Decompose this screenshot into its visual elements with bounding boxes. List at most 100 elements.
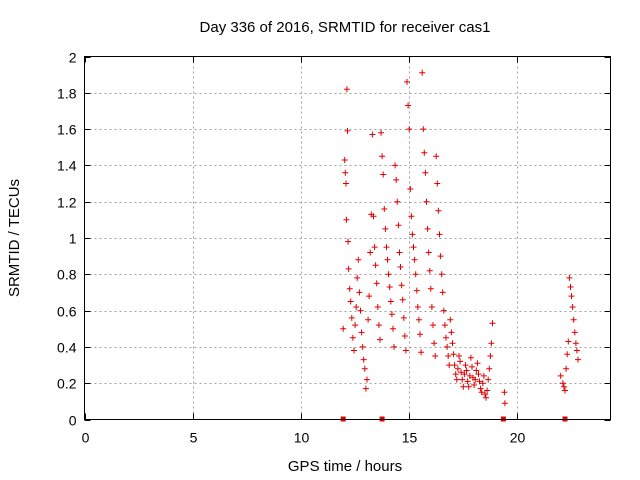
- data-point: [480, 372, 487, 379]
- data-point: [572, 340, 579, 347]
- data-point: [410, 244, 417, 251]
- data-point: [392, 162, 399, 169]
- data-point: [413, 287, 420, 294]
- data-point: [460, 383, 467, 390]
- data-point: [575, 356, 581, 363]
- data-point: [411, 256, 418, 263]
- data-point: [422, 169, 429, 176]
- y-tick-label: 0.4: [57, 340, 77, 356]
- data-point: [419, 69, 426, 76]
- data-point: [345, 238, 352, 245]
- data-point: [489, 320, 496, 327]
- data-point: [472, 376, 479, 383]
- data-point: [404, 78, 410, 85]
- data-point: [344, 127, 351, 134]
- data-point: [421, 149, 428, 156]
- data-point: [443, 334, 449, 341]
- data-point: [476, 378, 483, 385]
- data-point: [378, 129, 385, 136]
- y-tick-label: 0.8: [57, 267, 77, 283]
- data-point: [438, 271, 445, 278]
- data-point: [454, 365, 461, 372]
- x-tick-label: 10: [294, 430, 310, 446]
- data-point: [398, 282, 405, 289]
- data-point: [479, 380, 486, 387]
- data-point: [434, 180, 441, 187]
- data-point: [353, 304, 360, 310]
- data-point: [382, 225, 389, 232]
- data-point: [446, 362, 453, 369]
- data-point: [433, 153, 440, 160]
- data-point: [379, 153, 386, 160]
- data-point: [469, 363, 475, 370]
- data-point: [569, 304, 576, 310]
- plot-area: [84, 56, 611, 420]
- data-point: [415, 316, 422, 323]
- data-point: [459, 376, 466, 383]
- data-point: [456, 353, 462, 359]
- data-point: [351, 347, 357, 354]
- x-tick-label: 15: [402, 430, 418, 446]
- data-point: [373, 280, 380, 287]
- data-point: [343, 180, 349, 187]
- data-point: [447, 316, 454, 323]
- data-point: [450, 351, 457, 358]
- x-tick-label: 20: [510, 430, 526, 446]
- data-point: [486, 365, 493, 372]
- data-point: [355, 256, 362, 263]
- data-point: [352, 322, 359, 329]
- data-point: [385, 271, 392, 278]
- data-point: [488, 340, 495, 347]
- data-point: [435, 207, 442, 214]
- data-point: [412, 271, 419, 278]
- data-point: [562, 387, 568, 394]
- data-point: [388, 311, 395, 318]
- data-point: [467, 354, 474, 361]
- data-point: [573, 347, 580, 354]
- data-point: [471, 382, 478, 388]
- data-point: [420, 126, 427, 133]
- data-point: [563, 365, 570, 372]
- data-point: [474, 360, 481, 367]
- data-point: [354, 274, 361, 281]
- data-point: [465, 383, 472, 390]
- x-tick-label: 0: [82, 430, 90, 446]
- data-point: [440, 307, 447, 314]
- data-point: [462, 362, 469, 369]
- data-point: [557, 372, 564, 379]
- data-point: [366, 293, 373, 300]
- y-tick-label: 0.2: [57, 376, 77, 392]
- data-point: [453, 376, 460, 383]
- data-point: [426, 267, 433, 274]
- y-tick-label: 1: [69, 231, 77, 247]
- data-point: [340, 325, 347, 332]
- data-point: [367, 249, 374, 256]
- data-point: [561, 383, 567, 390]
- data-point: [463, 367, 470, 374]
- data-point: [408, 213, 415, 220]
- data-point: [360, 356, 367, 363]
- data-point: [430, 322, 436, 329]
- y-tick-label: 0.6: [57, 304, 77, 320]
- data-point: [458, 369, 465, 376]
- data-point: [451, 362, 458, 369]
- data-point: [417, 331, 423, 338]
- data-point: [370, 213, 377, 220]
- data-point: [391, 343, 397, 350]
- data-point: [387, 298, 394, 305]
- data-point: [390, 325, 396, 332]
- data-point: [477, 385, 484, 392]
- data-point: [362, 385, 369, 392]
- data-point: [570, 316, 577, 323]
- data-point: [566, 274, 573, 281]
- data-point: [341, 157, 348, 163]
- data-point: [397, 264, 404, 270]
- data-point: [431, 340, 438, 347]
- data-point: [399, 296, 406, 303]
- data-point: [396, 249, 403, 256]
- data-point: [375, 322, 382, 329]
- data-point: [464, 378, 471, 385]
- data-point: [406, 126, 413, 133]
- data-point: [358, 329, 365, 336]
- data-point: [380, 171, 387, 178]
